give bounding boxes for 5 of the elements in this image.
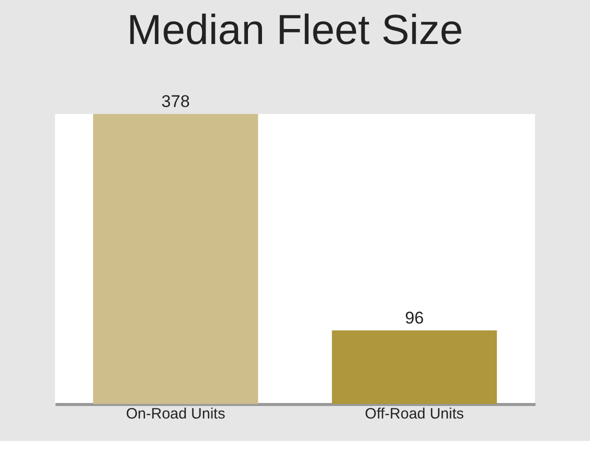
x-tick-label: On-Road Units — [126, 406, 226, 422]
x-tick-label: Off-Road Units — [364, 406, 464, 422]
chart-title: Median Fleet Size — [126, 6, 464, 53]
data-label: 378 — [161, 92, 190, 111]
data-label: 96 — [404, 308, 424, 328]
